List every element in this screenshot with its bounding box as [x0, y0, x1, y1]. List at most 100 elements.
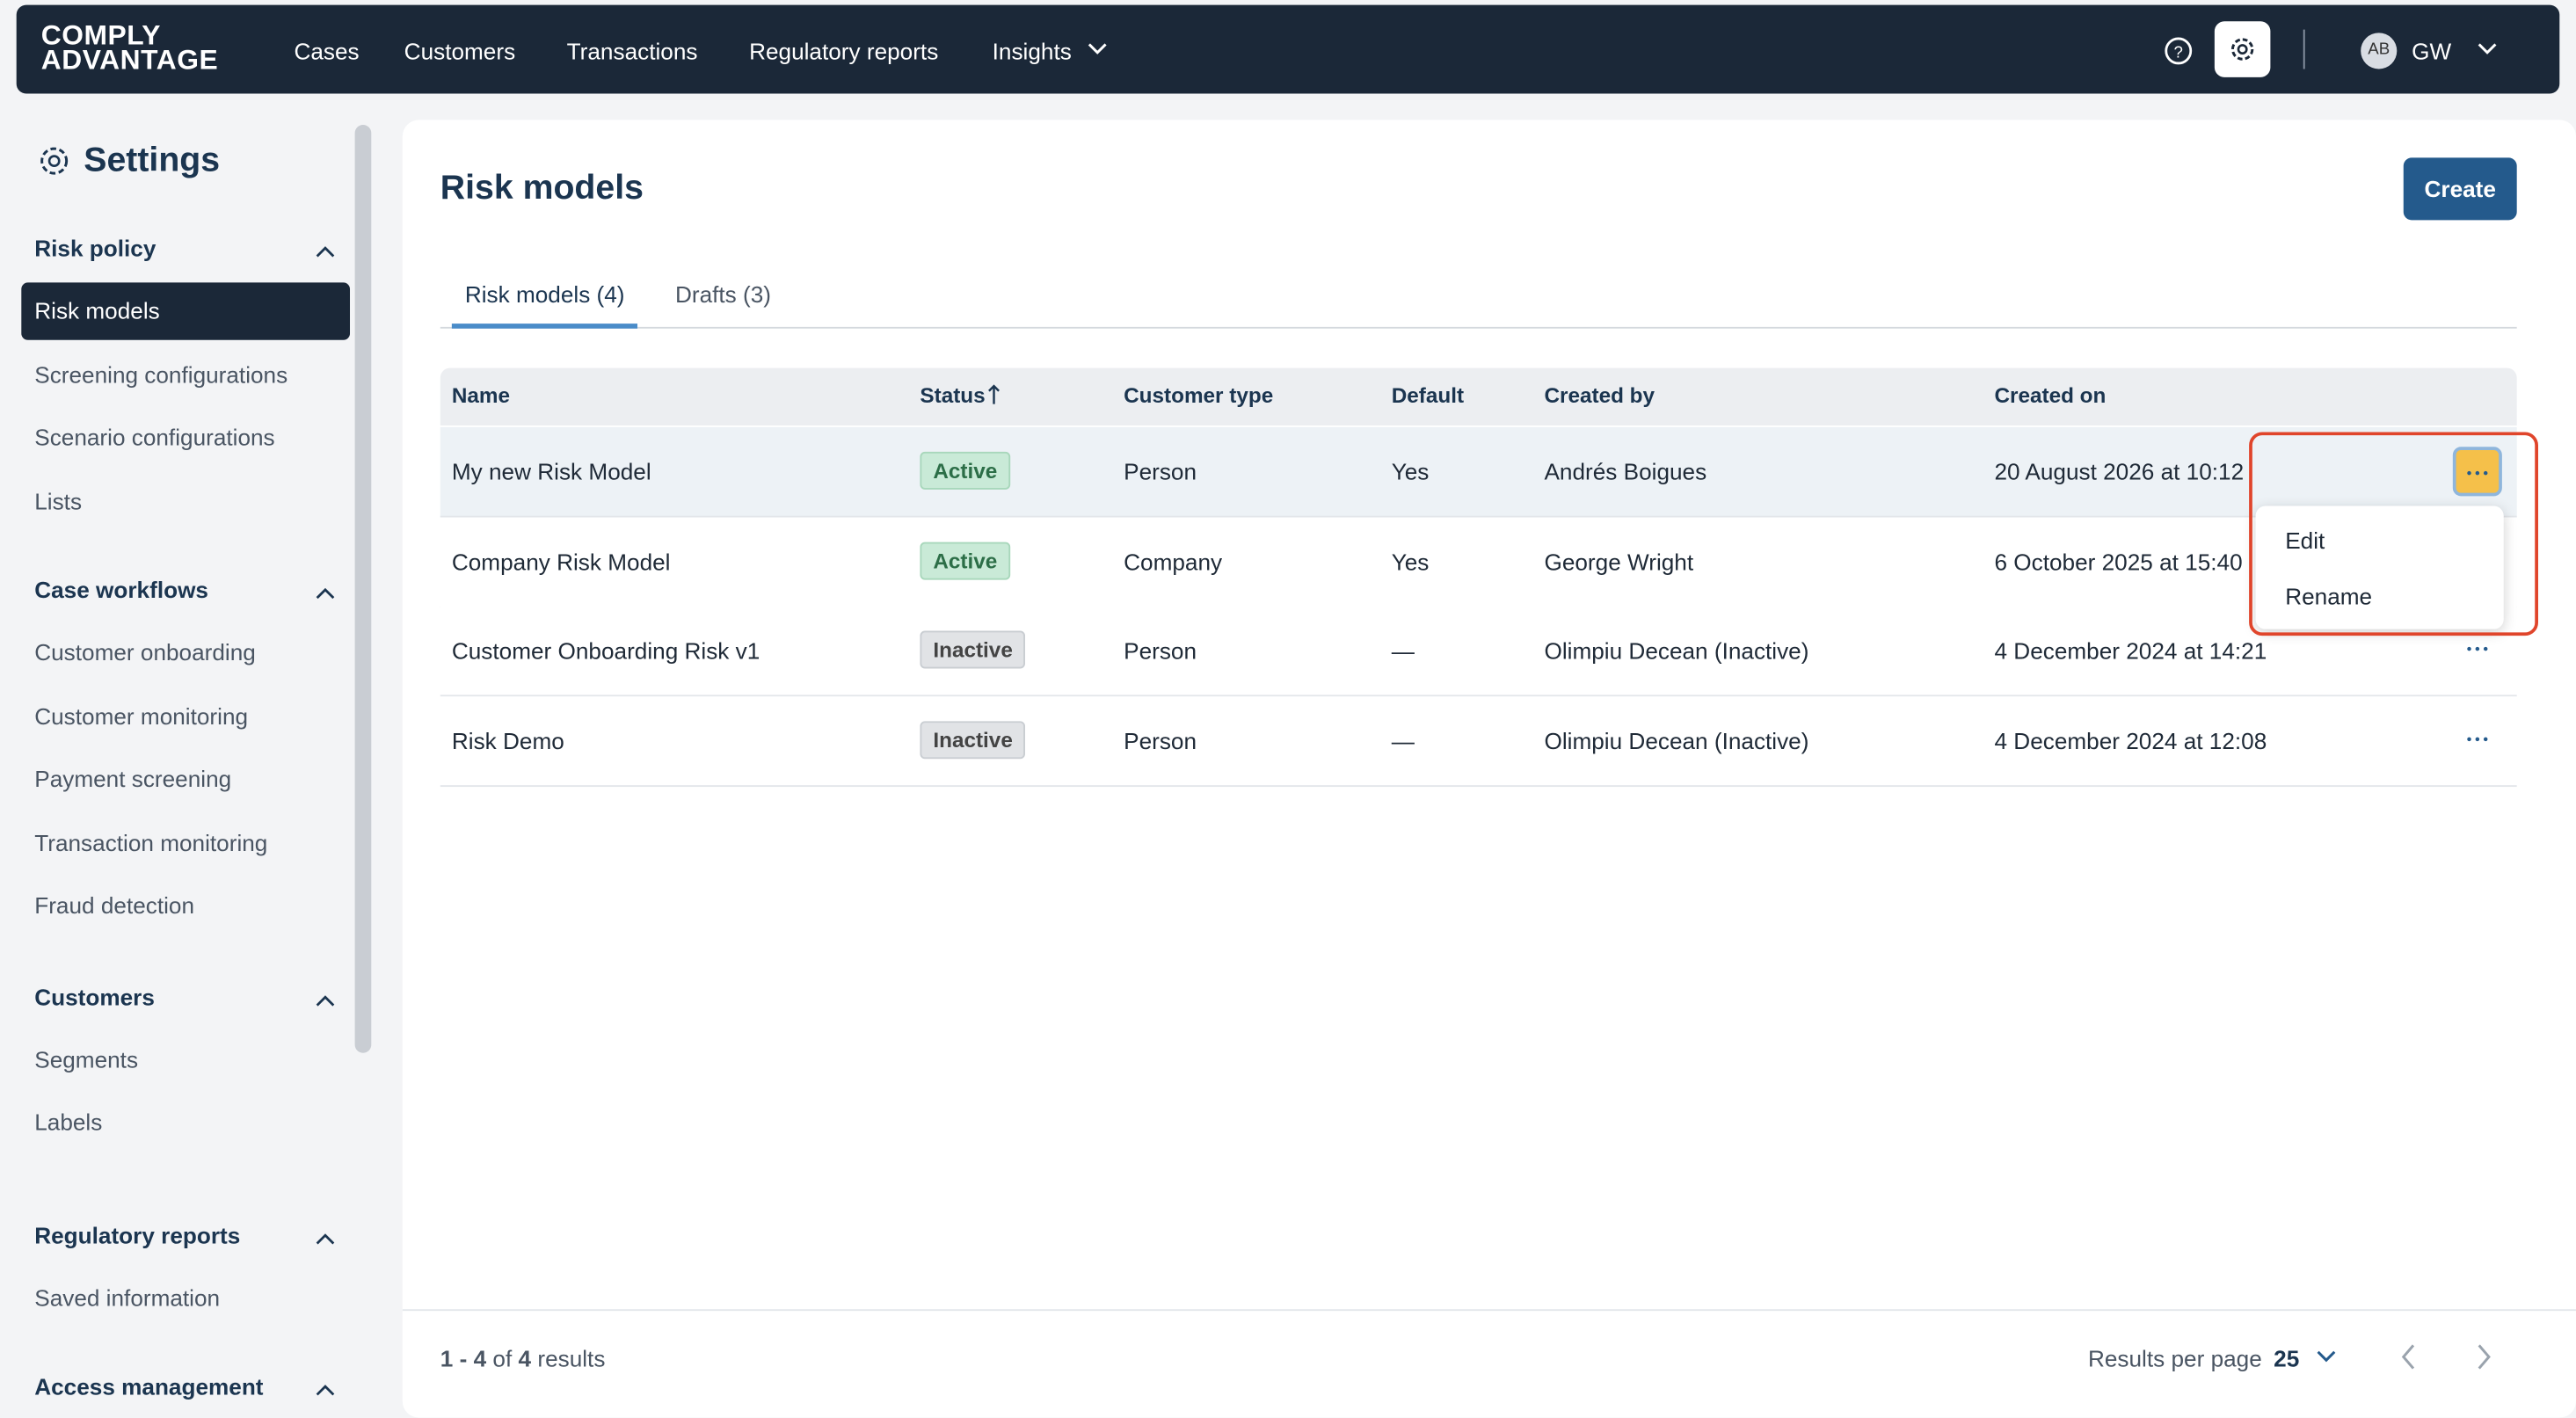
column-header[interactable]: Status: [920, 382, 986, 408]
chevron[interactable]: [2315, 1347, 2338, 1366]
cell: Olimpiu Decean (Inactive): [1544, 726, 1809, 753]
create-button[interactable]: Create: [2403, 157, 2517, 221]
nav-link[interactable]: Customers: [404, 37, 516, 64]
per-page-label: Results per page: [2087, 1345, 2262, 1372]
divider: [2303, 29, 2305, 69]
cell: Customer Onboarding Risk v1: [451, 637, 760, 664]
cell: —: [1391, 637, 1415, 664]
cell: My new Risk Model: [451, 458, 651, 485]
collapse-icon[interactable]: [316, 1378, 335, 1405]
table-row[interactable]: [440, 426, 2517, 518]
menu-item[interactable]: Edit: [2285, 527, 2325, 554]
section-title[interactable]: Customers: [34, 983, 155, 1010]
nav-link[interactable]: Transactions: [566, 37, 698, 64]
sidebar-item[interactable]: Scenario configurations: [34, 424, 275, 450]
sidebar-item[interactable]: Saved information: [34, 1283, 221, 1311]
cell: Yes: [1391, 548, 1430, 575]
cell: Risk Demo: [451, 726, 564, 753]
section-title[interactable]: Access management: [34, 1373, 264, 1400]
help-icon[interactable]: ?: [2164, 36, 2194, 66]
sidebar-item[interactable]: Labels: [34, 1109, 103, 1136]
column-header: Customer type: [1124, 382, 1274, 408]
per-page-value[interactable]: 25: [2274, 1345, 2300, 1372]
tab[interactable]: Risk models (4): [464, 280, 625, 308]
cell: Yes: [1391, 458, 1430, 485]
logo[interactable]: COMPLY ADVANTAGE: [40, 19, 219, 76]
sort-icon[interactable]: [986, 382, 1002, 405]
tab-underline: [451, 324, 638, 329]
main-panel: Risk models Create Risk models (4) Draft…: [402, 120, 2576, 1418]
sidebar-item[interactable]: Customer monitoring: [34, 702, 249, 729]
prev-page[interactable]: [2397, 1341, 2420, 1373]
column-header: Default: [1391, 382, 1465, 408]
total: 4: [518, 1345, 532, 1372]
range: 1 - 4: [440, 1345, 487, 1372]
nav-link[interactable]: Insights: [992, 37, 1072, 64]
cell: 4 December 2024 at 14:21: [1994, 637, 2267, 664]
cell: Person: [1124, 726, 1197, 753]
status-badge: Active: [920, 541, 1011, 579]
collapse-icon[interactable]: [316, 581, 335, 607]
gear-icon: [2230, 38, 2254, 61]
sidebar-item[interactable]: Payment screening: [34, 765, 232, 792]
of: of: [492, 1345, 513, 1372]
cell: Person: [1124, 637, 1197, 664]
page-title: Risk models: [440, 169, 644, 207]
row-actions[interactable]: [2453, 626, 2502, 675]
settings-button[interactable]: [2214, 21, 2271, 77]
sidebar-title: Settings: [84, 141, 221, 179]
collapse-icon[interactable]: [316, 240, 335, 266]
cell: Andrés Boigues: [1544, 458, 1707, 485]
svg-text:?: ?: [2174, 42, 2183, 61]
sidebar-item[interactable]: Risk models: [34, 297, 160, 324]
section-title[interactable]: Regulatory reports: [34, 1221, 241, 1248]
tab[interactable]: Drafts (3): [674, 280, 772, 308]
table-row[interactable]: [440, 606, 2517, 697]
menu-item[interactable]: Rename: [2285, 583, 2373, 610]
row-actions[interactable]: [2453, 716, 2502, 765]
row-actions[interactable]: [2452, 447, 2502, 497]
chevron: [2478, 43, 2497, 55]
cell: 6 October 2025 at 15:40: [1994, 548, 2243, 575]
sidebar-item[interactable]: Customer onboarding: [34, 638, 256, 665]
cell: Olimpiu Decean (Inactive): [1544, 637, 1809, 664]
status-badge: Active: [920, 451, 1011, 490]
sidebar-item[interactable]: Fraud detection: [34, 891, 195, 919]
logo-line: ADVANTAGE: [40, 44, 219, 76]
nav-link[interactable]: Cases: [294, 37, 360, 64]
table-row[interactable]: [440, 695, 2517, 787]
tab-rule: [440, 326, 2517, 329]
user-name[interactable]: GW: [2412, 37, 2452, 64]
nav-link[interactable]: Regulatory reports: [749, 37, 939, 64]
results: results: [537, 1345, 606, 1372]
cell: Company: [1124, 548, 1223, 575]
next-page[interactable]: [2472, 1341, 2495, 1373]
status-badge: Inactive: [920, 720, 1026, 759]
collapse-icon[interactable]: [316, 1226, 335, 1253]
section-title[interactable]: Risk policy: [34, 235, 156, 262]
table-row[interactable]: [440, 516, 2517, 607]
sidebar-item[interactable]: Lists: [34, 487, 83, 513]
sidebar-item[interactable]: Segments: [34, 1045, 139, 1073]
avatar[interactable]: AB: [2361, 33, 2398, 69]
status-badge: Inactive: [920, 630, 1026, 669]
cell: George Wright: [1544, 548, 1694, 575]
cell: Company Risk Model: [451, 548, 671, 575]
section-title[interactable]: Case workflows: [34, 576, 208, 603]
sidebar-item[interactable]: Screening configurations: [34, 360, 288, 388]
column-header: Created by: [1544, 382, 1655, 408]
cell: Person: [1124, 458, 1197, 485]
logo-line: COMPLY: [40, 19, 162, 51]
sidebar-item[interactable]: Transaction monitoring: [34, 828, 268, 855]
active-item-bg[interactable]: [21, 282, 351, 340]
collapse-icon[interactable]: [316, 988, 335, 1014]
result-count: 1 - 4 of 4 results: [440, 1345, 606, 1371]
cell: —: [1391, 726, 1415, 753]
gear-icon: [40, 147, 69, 175]
scrollbar[interactable]: [354, 125, 372, 1053]
chevron: [1088, 43, 1107, 55]
column-header: Name: [451, 382, 511, 408]
cell: 4 December 2024 at 12:08: [1994, 726, 2267, 753]
column-header: Created on: [1994, 382, 2107, 408]
